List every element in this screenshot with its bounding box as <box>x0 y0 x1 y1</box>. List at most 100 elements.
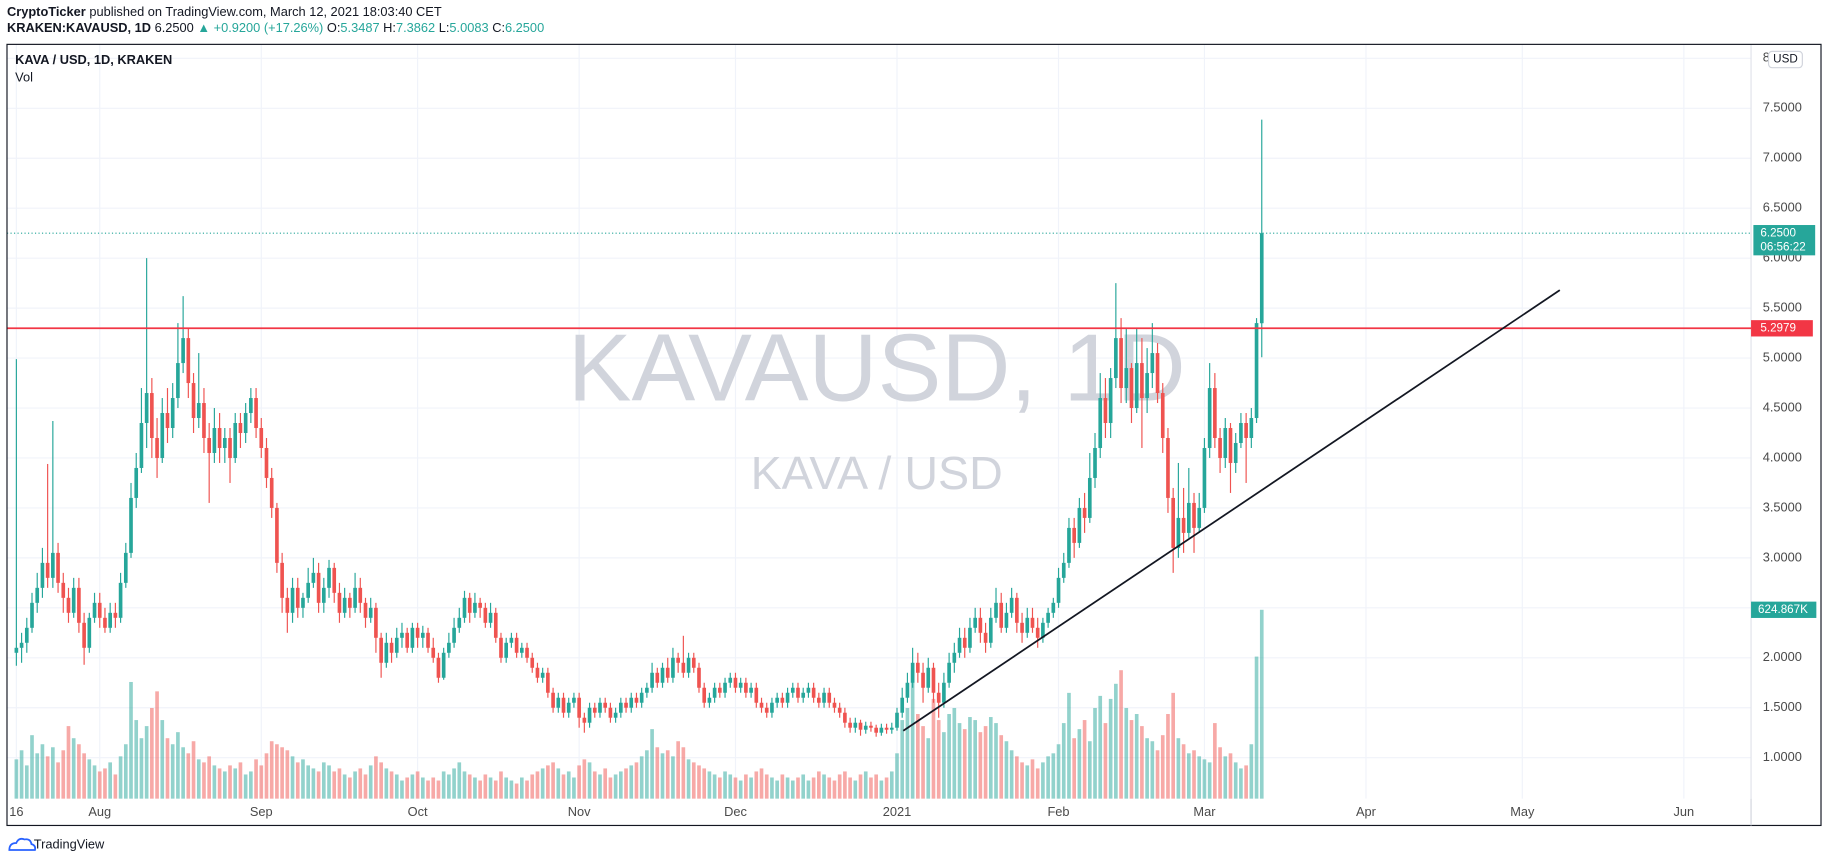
volume-bar <box>71 738 76 799</box>
volume-bar <box>431 777 436 799</box>
candle-body <box>994 602 998 618</box>
candle-body <box>1067 527 1071 563</box>
volume-bar <box>196 759 201 799</box>
candle-body <box>1259 233 1264 324</box>
candle-body <box>374 607 378 638</box>
candle-body <box>931 667 936 693</box>
volume-bar <box>988 717 993 799</box>
candle-body <box>592 707 597 713</box>
candle-body <box>394 637 399 653</box>
candle-body <box>441 652 446 678</box>
candle-body <box>686 657 691 673</box>
volume-bar <box>796 777 800 799</box>
volume-bar <box>952 707 957 799</box>
candle-body <box>1207 388 1212 448</box>
volume-bar <box>926 738 931 799</box>
h-value: 7.3862 <box>396 21 435 36</box>
volume-bar <box>582 759 587 799</box>
volume-bar <box>879 780 884 799</box>
y-tick-label: 7.0000 <box>1763 150 1802 165</box>
brand[interactable]: TradingView <box>34 837 105 852</box>
candle-body <box>822 692 826 703</box>
candle-body <box>1249 418 1254 438</box>
candle-body <box>582 717 587 723</box>
volume-bar <box>113 774 118 799</box>
candle-body <box>160 413 165 458</box>
volume-bar <box>1056 744 1061 799</box>
candle-body <box>1108 378 1113 424</box>
publisher[interactable]: CryptoTicker <box>7 4 86 19</box>
candle-body <box>499 637 503 658</box>
candle-body <box>603 702 608 708</box>
volume-bar <box>1171 692 1175 799</box>
x-tick-label: Jun <box>1674 804 1695 819</box>
candle-body <box>249 398 253 414</box>
c-key: C: <box>492 21 505 36</box>
candle-body <box>1098 398 1103 448</box>
candle-body <box>316 572 321 603</box>
candle-body <box>1150 353 1155 374</box>
candle-body <box>509 637 514 643</box>
volume-bar <box>363 774 368 799</box>
candle-body <box>181 338 185 364</box>
volume-bar <box>691 762 696 799</box>
volume-bar <box>290 756 295 799</box>
volume-bar <box>160 720 165 799</box>
volume-bar <box>462 771 467 799</box>
last-price-label: 6.2500 <box>1760 226 1796 239</box>
candle-body <box>123 552 128 583</box>
volume-bar <box>832 780 837 799</box>
candle-body <box>733 677 738 688</box>
volume-bar <box>358 768 363 799</box>
candle-body <box>358 587 363 603</box>
volume-bar <box>1035 768 1040 799</box>
candle-body <box>24 627 29 643</box>
volume-bar <box>671 756 675 799</box>
volume-bar <box>1020 762 1024 799</box>
candle-body <box>1202 447 1207 508</box>
volume-bar <box>1087 741 1092 799</box>
volume-bar <box>1140 726 1144 799</box>
candle-body <box>488 612 493 623</box>
volume-bar <box>957 723 962 799</box>
candle-body <box>1244 423 1248 438</box>
candle-body <box>764 707 769 713</box>
candle-body <box>936 692 941 703</box>
volume-bar <box>212 765 217 799</box>
volume-bar <box>1009 750 1014 799</box>
candle-body <box>1160 393 1165 438</box>
volume-bar <box>1108 698 1113 799</box>
candle-body <box>1119 338 1123 389</box>
candle-body <box>962 637 967 648</box>
candle-body <box>540 672 545 678</box>
candle-body <box>754 687 759 703</box>
symbol-line: KRAKEN:KAVAUSD, 1D 6.2500 ▲ +0.9200 (+17… <box>7 21 544 36</box>
volume-bar <box>254 759 258 799</box>
candle-body <box>1051 602 1056 613</box>
volume-bar <box>259 765 264 799</box>
volume-bar <box>973 720 977 799</box>
volume-bar <box>368 765 373 799</box>
volume-bar <box>962 729 967 799</box>
candle-body <box>806 687 811 693</box>
volume-bar <box>66 726 71 799</box>
volume-bar <box>837 774 842 799</box>
candle-body <box>749 687 753 693</box>
volume-bar <box>1093 707 1097 799</box>
currency: USD <box>1773 53 1798 66</box>
candle-body <box>905 682 910 698</box>
volume-bar <box>947 714 951 799</box>
volume-bar <box>150 707 154 799</box>
volume-bar <box>848 777 852 799</box>
volume-bar <box>1218 747 1222 799</box>
candle-body <box>35 587 40 603</box>
volume-bar <box>1192 750 1196 799</box>
candle-body <box>1213 388 1217 438</box>
candle-body <box>827 692 832 703</box>
volume-bar <box>910 670 915 799</box>
y-tick-label: 1.5000 <box>1763 699 1802 714</box>
volume-bar <box>801 774 806 799</box>
volume-bar <box>394 774 399 799</box>
volume-bar <box>295 762 300 799</box>
candle-body <box>1020 622 1024 633</box>
